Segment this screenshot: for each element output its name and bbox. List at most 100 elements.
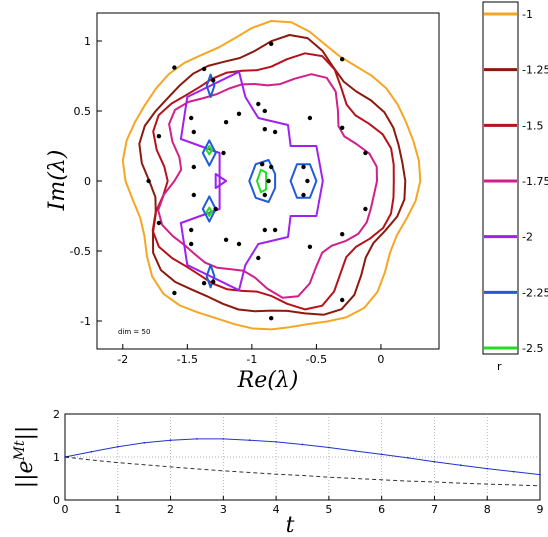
norm-point [90,450,93,453]
norm-point [301,443,304,446]
contour-ytick-label: -0.5 [70,245,91,258]
contour-island-upper-blue [201,139,217,167]
contour-island-lower-green [205,206,213,217]
norm-panel: 0 1 2 3 4 5 6 7 8 9 2 1 0 t ||eMt|| [12,408,544,537]
norm-xtick-label: 0 [62,503,69,516]
norm-xtick-label: 3 [220,503,227,516]
norm-point [539,473,541,476]
norm-xtick-label: 7 [431,503,438,516]
colorbar-label: -1.5 [522,119,543,132]
norm-point [407,457,409,459]
contour-island-tiny-purple [214,173,228,189]
norm-xtick-label: 2 [167,503,174,516]
norm-point [486,467,489,470]
norm-grid [65,414,540,500]
eigenvalue-point [256,101,261,107]
eigenvalue-point [272,227,278,233]
contour-panel: -2 -1.5 -1 -0.5 010.50-0.5-1 dim = 50 Re(λ) … [45,12,440,393]
eigenvalue-point [223,120,229,125]
eigenvalue-point [363,150,368,156]
eigenvalue-point [189,115,194,121]
norm-ytick-label: 0 [53,494,60,507]
norm-xtick-label: 6 [378,503,385,516]
eigenvalue-point [156,220,162,226]
eigenvalue-point [301,192,306,198]
norm-point [143,441,146,444]
norm-series-dashed [64,456,541,487]
eigenvalue-point [307,244,313,249]
contour-ytick-label: 0.5 [74,105,92,118]
colorbar-label: -2 [522,231,533,244]
eigenvalue-point [146,178,151,184]
norm-point [248,439,251,442]
colorbar-label: -2.25 [522,286,548,299]
contour-ylabel: Im(λ) [45,150,70,212]
contour-island-upper-green [205,145,213,156]
eigenvalue-point [260,162,265,167]
eigenvalue-point [189,241,194,247]
contour-island-top-blue [205,73,216,98]
eigenvalue-point [221,150,226,156]
eigenvalue-points [146,41,368,321]
eigenvalue-point [269,164,274,170]
norm-point [459,464,462,467]
colorbar-label: -2.5 [522,342,543,355]
norm-point [328,446,330,449]
norm-point [380,453,383,456]
eigenvalue-point [211,279,216,284]
norm-point [169,439,172,442]
norm-series [64,438,541,487]
norm-point [222,438,225,440]
norm-xtick-label: 4 [273,503,280,516]
eigenvalue-point [301,164,306,170]
norm-ticks: 0 1 2 3 4 5 6 7 8 9 2 1 0 [53,408,544,516]
eigenvalue-point [213,206,218,212]
eigenvalue-point [172,65,177,70]
contour-xlabel: Re(λ) [237,368,299,393]
norm-ytick-label: 2 [53,408,60,421]
eigenvalue-point [262,192,267,198]
eigenvalue-point [236,241,242,247]
contour-island-bottom-blue [205,264,216,289]
norm-point [116,445,119,448]
eigenvalue-point [340,232,345,237]
eigenvalue-point [256,255,261,261]
dim-annotation: dim = 50 [118,328,150,336]
contour-ytick-label: 0 [84,175,91,188]
eigenvalue-point [340,57,345,62]
norm-xtick-label: 1 [114,503,121,516]
contour-xtick-label: -0.5 [306,353,327,366]
eigenvalue-point [266,178,271,184]
colorbar-items: -1 -1.25 -1.5 -1.75 -2 -2.25 -2.5 [484,8,548,355]
norm-point [275,441,277,443]
colorbar-label: -1.75 [522,175,548,188]
contour-ytick-label: -1 [80,315,91,328]
contour-level-2 [179,70,324,292]
eigenvalue-point [201,281,207,286]
eigenvalue-point [223,237,229,242]
norm-xtick-label: 8 [484,503,491,516]
eigenvalue-point [340,297,345,303]
eigenvalue-point [236,111,242,117]
norm-point [433,460,436,463]
eigenvalue-point [191,164,196,170]
eigenvalue-point [307,115,313,121]
norm-xtick-label: 9 [537,503,544,516]
eigenvalue-point [305,178,310,184]
norm-point [354,450,357,452]
eigenvalue-point [191,129,196,135]
eigenvalue-point [262,108,267,114]
eigenvalue-point [191,192,196,198]
eigenvalue-point [272,129,278,135]
norm-ylabel: ||eMt|| [12,426,38,489]
eigenvalue-point [340,125,345,130]
eigenvalue-point [269,41,274,46]
contour-level-1 [121,20,422,331]
contour-xtick-label: -1 [246,353,257,366]
eigenvalue-point [262,127,267,132]
eigenvalue-point [201,66,207,72]
colorbar-label: -1 [522,8,533,21]
norm-point [196,438,198,440]
eigenvalue-point [172,290,177,296]
